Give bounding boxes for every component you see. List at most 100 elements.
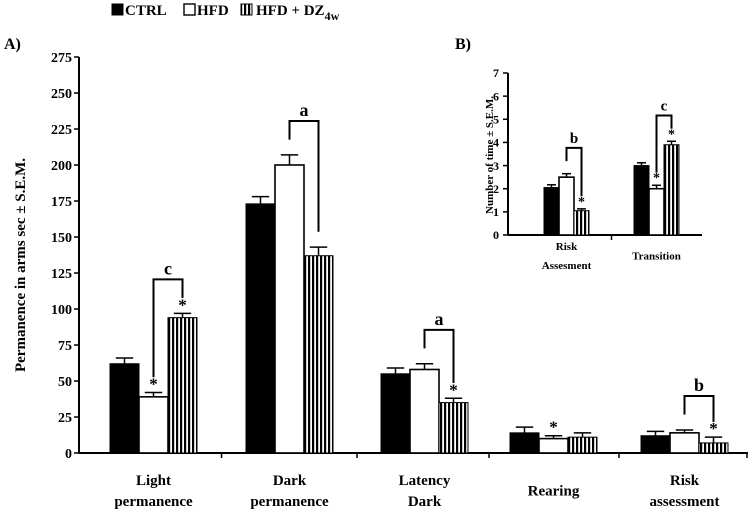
- panel-b-y-tick-label: 4: [493, 136, 499, 150]
- panel-a-bar-hfd: [669, 432, 700, 454]
- panel-a-bar-hfd: [138, 396, 169, 454]
- panel-a-significance-star: *: [709, 419, 718, 438]
- panel-a-y-tick-label: 200: [51, 159, 72, 174]
- panel-b-label: B): [455, 36, 471, 53]
- panel-a-bar-hfd-dz4w: [303, 255, 334, 454]
- panel-a-bar-hfd-dz4w: [698, 442, 729, 454]
- panel-b-significance-bracket: [655, 114, 673, 173]
- panel-a-y-tick-label: 225: [51, 123, 72, 138]
- panel-a-significance-bracket: [683, 395, 715, 422]
- panel-a-y-tick-label: 175: [51, 195, 72, 210]
- panel-b-y-tick-label: 5: [493, 112, 499, 126]
- legend-label-ctrl: CTRL: [125, 3, 167, 19]
- panel-b-significance-star: *: [668, 127, 675, 142]
- panel-b-axes: 0 1 2 3 4 5 6 7 Risk Assesment Transition: [493, 66, 702, 272]
- panel-a-category-label: Risk assessment: [650, 473, 720, 510]
- panel-b-category-label: Risk Assesment: [542, 241, 592, 272]
- panel-b-bar-hfd-dz4w: [573, 210, 590, 236]
- panel-a-label: A): [4, 36, 21, 53]
- panel-a-bar-hfd-dz4w: [167, 317, 198, 454]
- panel-b-y-tick-label: 1: [493, 205, 499, 219]
- panel-a-y-axis-label: Permanence in arms sec ± S.E.M.: [13, 158, 29, 372]
- panel-a-bar-hfd-dz4w: [567, 436, 598, 454]
- panel-b-y-tick-label: 3: [493, 159, 499, 173]
- panel-b: B) Number of time ± S.E.M. 0 1 2 3 4 5 6 7 Risk A…: [455, 36, 702, 272]
- panel-b-bracket-label: c: [661, 98, 668, 114]
- panel-b-significance-bracket: [565, 146, 583, 197]
- panel-a-category-label-line: Rearing: [528, 484, 580, 500]
- panel-b-category-label-line: Transition: [632, 251, 681, 263]
- panel-a-bar-ctrl: [640, 435, 671, 454]
- legend-label-hfd-dz-main: HFD + DZ: [256, 3, 325, 19]
- panel-a-significance-bracket: [152, 278, 184, 378]
- panel-a-bar-hfd: [274, 164, 305, 454]
- panel-a-y-tick-label: 100: [51, 303, 72, 318]
- panel-b-annotations: * * * b c: [565, 98, 675, 210]
- legend-label-hfd: HFD: [197, 3, 229, 19]
- panel-b-category-label: Transition: [632, 251, 681, 263]
- legend-swatch-hfd: [183, 3, 196, 16]
- panel-a-category-label-line: Dark: [408, 494, 442, 510]
- panel-b-y-tick-label: 0: [493, 228, 499, 242]
- panel-a-significance-star: *: [149, 375, 158, 394]
- panel-a-bar-hfd: [538, 437, 569, 454]
- panel-b-significance-star: *: [653, 171, 660, 186]
- panel-a: A) Permanence in arms sec ± S.E.M. 02550…: [4, 36, 748, 510]
- panel-a-y-tick-label: 250: [51, 87, 72, 102]
- panel-a-significance-star: *: [449, 380, 458, 399]
- panel-a-bracket-label: a: [435, 309, 444, 329]
- panel-a-bar-ctrl: [380, 373, 411, 454]
- panel-a-significance-bracket: [288, 120, 320, 232]
- panel-a-bar-hfd-dz4w: [438, 402, 469, 454]
- panel-a-bracket-label: b: [694, 375, 704, 395]
- panel-a-category-label-line: assessment: [650, 494, 720, 510]
- legend-label-hfd-dz: HFD + DZ4w: [256, 3, 340, 23]
- panel-b-bars: [543, 140, 680, 236]
- panel-b-bar-hfd: [648, 187, 665, 236]
- panel-a-y-tick-label: 125: [51, 267, 72, 282]
- panel-b-significance-star: *: [578, 195, 585, 210]
- panel-b-y-tick-label: 2: [493, 182, 499, 196]
- panel-a-category-label-line: permanence: [114, 494, 193, 510]
- panel-a-category-label-line: Dark: [273, 473, 307, 489]
- panel-a-category-label-line: Risk: [670, 473, 700, 489]
- panel-a-category-label-line: Latency: [399, 473, 451, 489]
- panel-b-bar-hfd: [558, 176, 575, 236]
- panel-a-y-tick-label: 50: [58, 375, 72, 390]
- panel-b-y-tick-label: 7: [493, 66, 499, 80]
- panel-a-bar-hfd: [409, 368, 440, 454]
- panel-b-bar-hfd-dz4w: [663, 144, 680, 236]
- panel-a-category-label: Light permanence: [114, 473, 193, 510]
- panel-b-bar-ctrl: [543, 187, 560, 236]
- panel-a-bars: [109, 154, 729, 454]
- panel-a-significance-bracket: [423, 328, 455, 383]
- panel-a-bracket-label: a: [300, 100, 309, 120]
- panel-a-category-label: Latency Dark: [399, 473, 451, 510]
- legend-swatch-hfd-dz: [240, 3, 253, 16]
- panel-b-y-tick-label: 6: [493, 89, 499, 103]
- panel-b-y-axis-label: Number of time ± S.E.M.: [484, 96, 496, 214]
- legend: CTRL HFD HFD + DZ4w: [111, 3, 340, 23]
- panel-a-bar-ctrl: [509, 432, 540, 454]
- panel-b-category-label-line: Risk: [556, 241, 578, 253]
- panel-a-bar-ctrl: [109, 363, 140, 454]
- panel-a-category-label: Dark permanence: [250, 473, 329, 510]
- panel-a-category-label-line: Light: [136, 473, 171, 489]
- panel-a-bracket-label: c: [164, 258, 172, 278]
- panel-a-y-tick-label: 150: [51, 231, 72, 246]
- panel-b-bracket-label: b: [570, 131, 578, 147]
- panel-b-bar-ctrl: [633, 165, 650, 236]
- panel-a-category-label-line: permanence: [250, 494, 329, 510]
- legend-label-hfd-dz-subscript: 4w: [325, 9, 340, 23]
- panel-b-category-label-line: Assesment: [542, 260, 592, 272]
- panel-a-y-tick-label: 0: [65, 447, 72, 462]
- legend-swatch-ctrl: [111, 3, 124, 16]
- panel-a-significance-star: *: [549, 418, 558, 437]
- panel-a-bar-ctrl: [245, 203, 276, 454]
- panel-a-y-tick-label: 75: [58, 339, 72, 354]
- panel-a-significance-star: *: [178, 295, 187, 314]
- panel-a-y-tick-label: 275: [51, 51, 72, 66]
